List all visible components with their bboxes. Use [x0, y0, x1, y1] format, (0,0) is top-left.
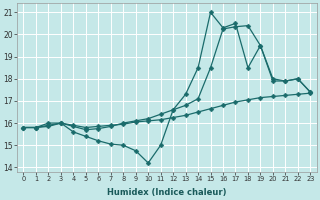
X-axis label: Humidex (Indice chaleur): Humidex (Indice chaleur)	[107, 188, 227, 197]
